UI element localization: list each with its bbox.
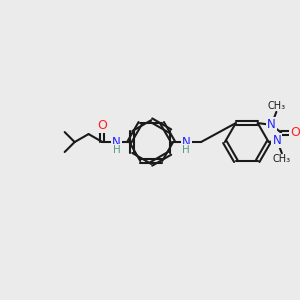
Text: N: N [272, 134, 281, 147]
Text: N: N [182, 136, 190, 148]
Text: CH₃: CH₃ [267, 101, 285, 111]
Text: O: O [98, 118, 107, 132]
Text: CH₃: CH₃ [273, 154, 291, 164]
Text: N: N [267, 118, 276, 131]
Text: N: N [112, 136, 121, 148]
Text: H: H [112, 145, 120, 154]
Text: O: O [290, 126, 300, 139]
Text: H: H [182, 145, 190, 154]
